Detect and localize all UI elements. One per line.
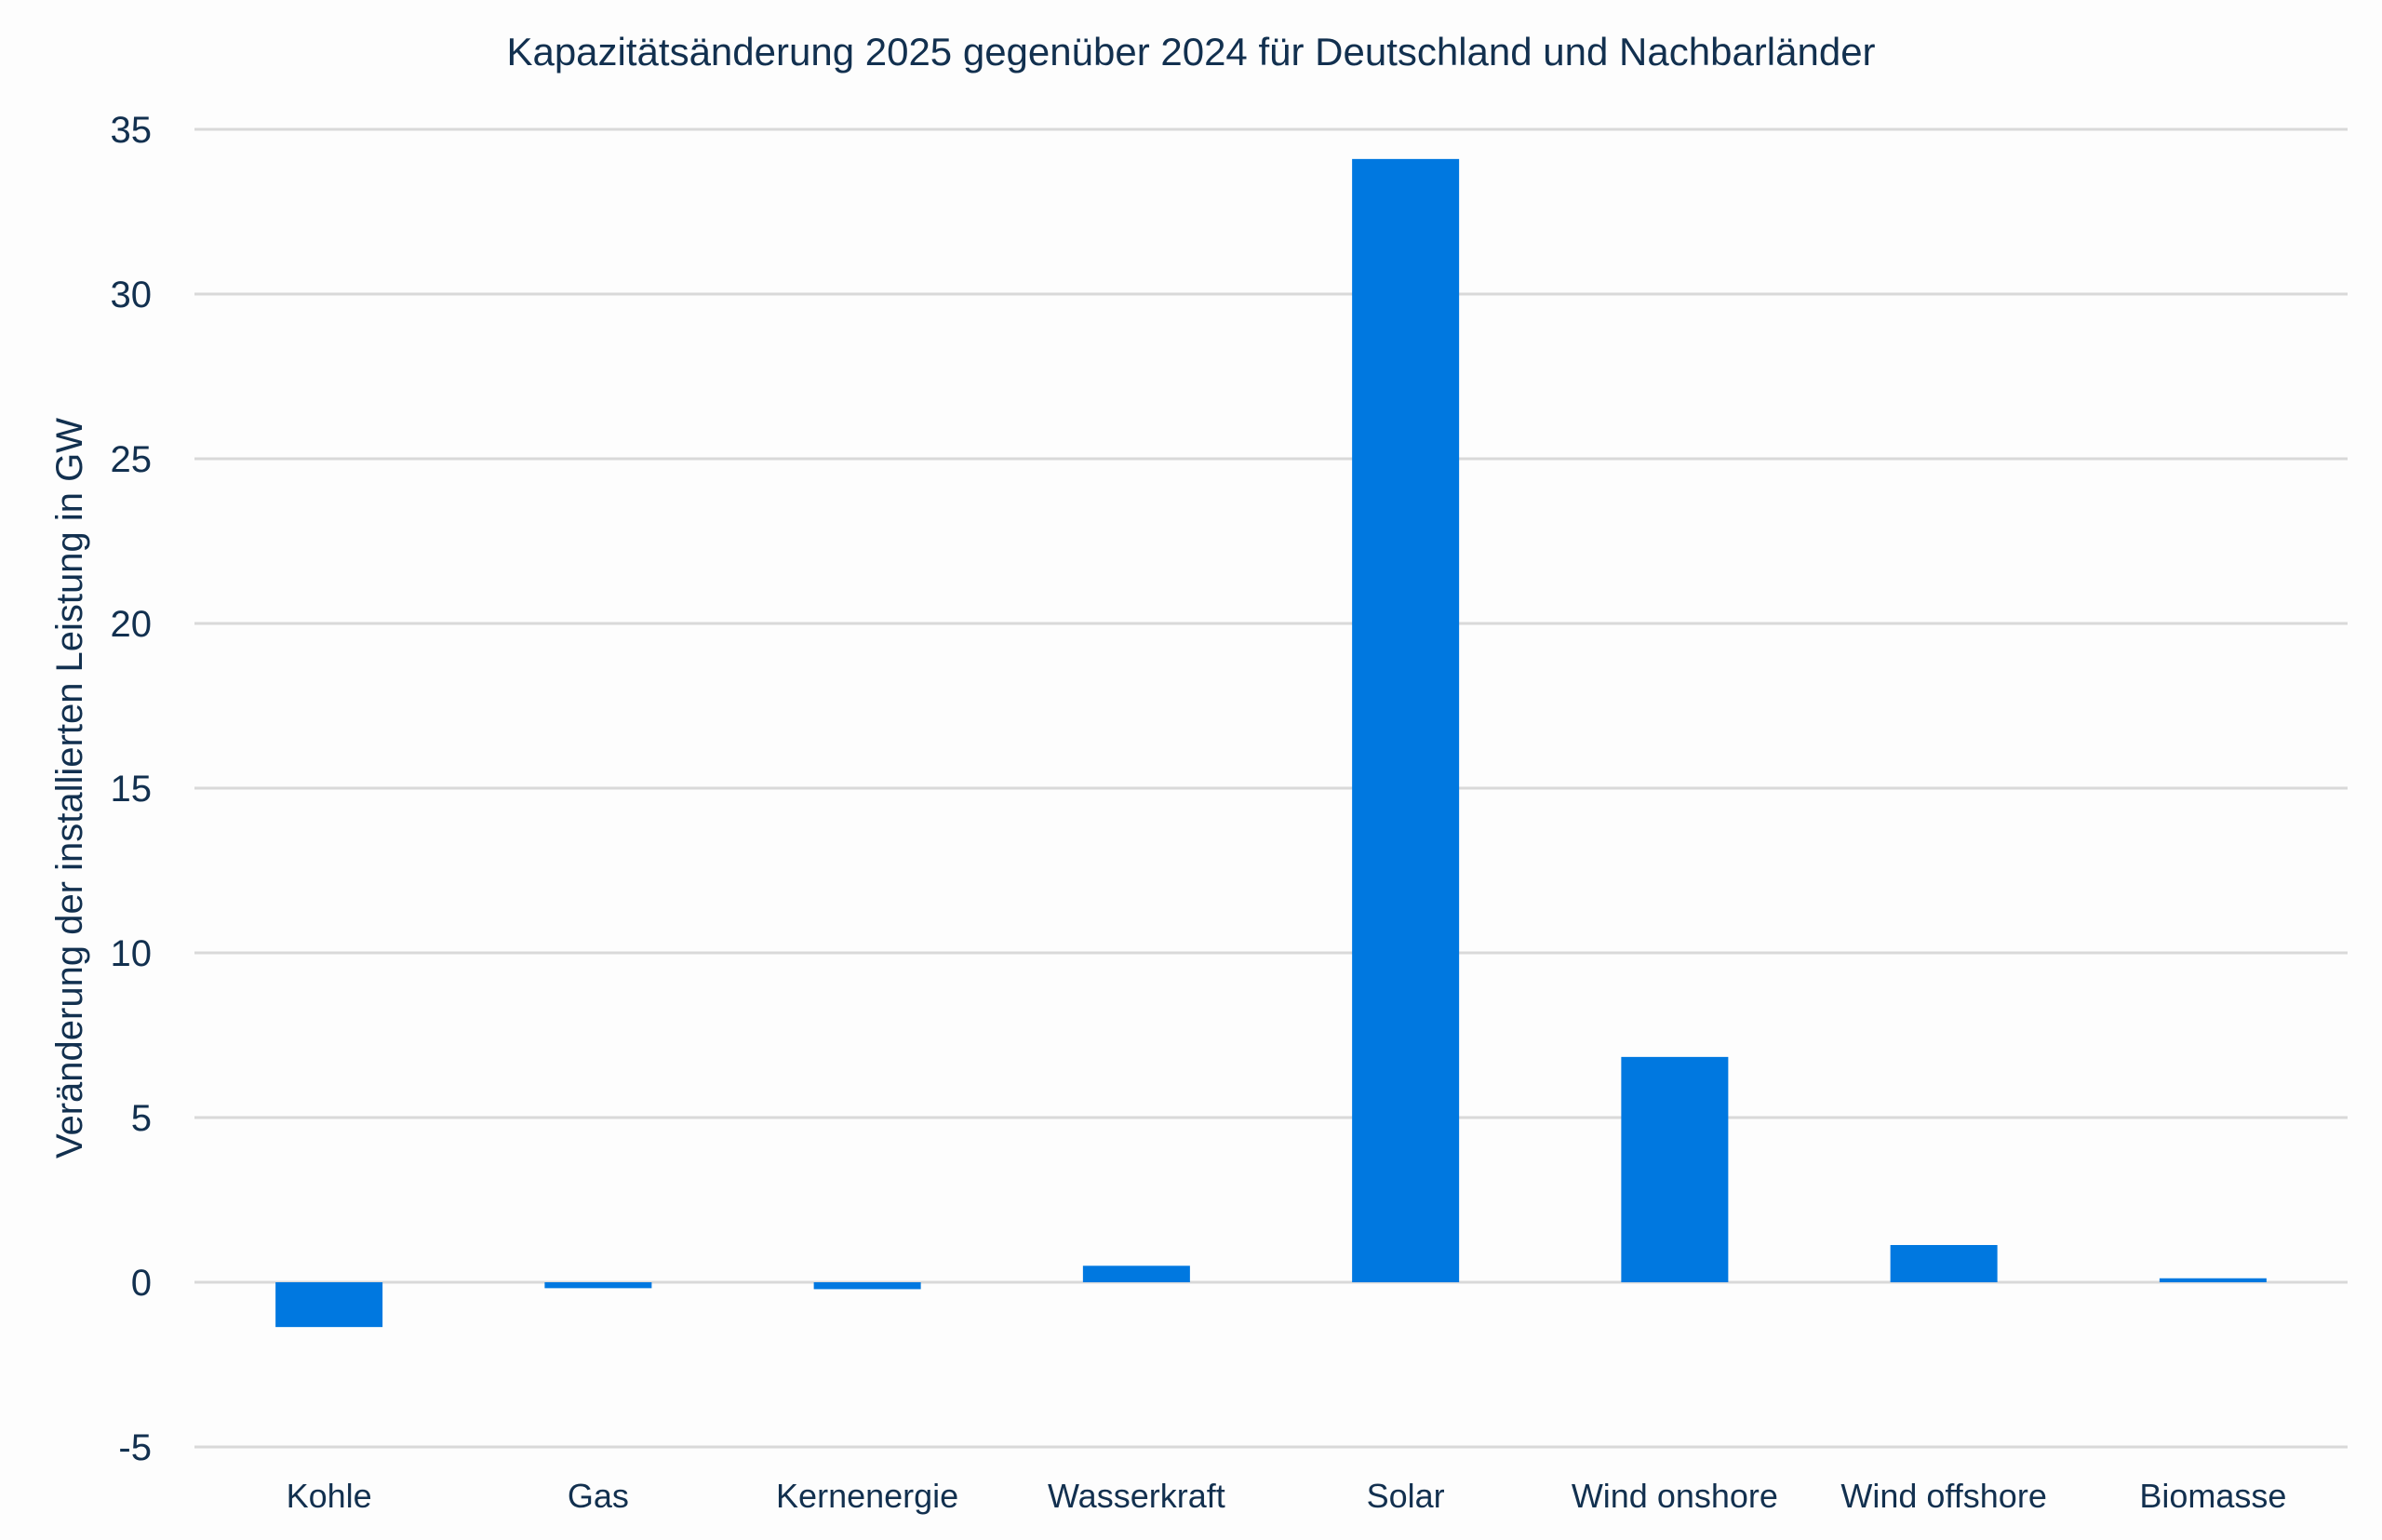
bar-kohle — [275, 1282, 383, 1328]
y-tick-label: -5 — [118, 1427, 152, 1468]
y-tick-label: 15 — [111, 769, 153, 810]
y-tick-label: 30 — [111, 275, 153, 315]
x-tick-label: Wasserkraft — [1048, 1477, 1225, 1515]
bar-gas — [544, 1282, 652, 1289]
bar-wind-offshore — [1890, 1244, 1998, 1282]
y-tick-label: 10 — [111, 933, 153, 974]
bar-kernenergie — [813, 1282, 921, 1290]
y-tick-label: 20 — [111, 604, 153, 645]
bar-solar — [1352, 158, 1460, 1283]
x-tick-label: Wind onshore — [1572, 1477, 1778, 1515]
y-tick-label: 5 — [131, 1098, 152, 1139]
x-tick-label: Kernenergie — [776, 1477, 958, 1515]
y-axis-label: Veränderung der installierten Leistung i… — [49, 418, 90, 1158]
chart-title: Kapazitätsänderung 2025 gegenüber 2024 f… — [506, 30, 1875, 74]
bar-wind-onshore — [1621, 1056, 1729, 1282]
y-tick-label: 0 — [131, 1263, 152, 1304]
x-tick-label: Kohle — [287, 1477, 372, 1515]
bar-biomasse — [2159, 1278, 2267, 1282]
y-tick-label: 25 — [111, 439, 153, 480]
y-tick-label: 35 — [111, 110, 153, 151]
x-tick-label: Gas — [568, 1477, 629, 1515]
bar-wasserkraft — [1082, 1265, 1190, 1282]
x-tick-label: Biomasse — [2139, 1477, 2286, 1515]
x-tick-label: Wind offshore — [1840, 1477, 2046, 1515]
x-tick-label: Solar — [1367, 1477, 1445, 1515]
